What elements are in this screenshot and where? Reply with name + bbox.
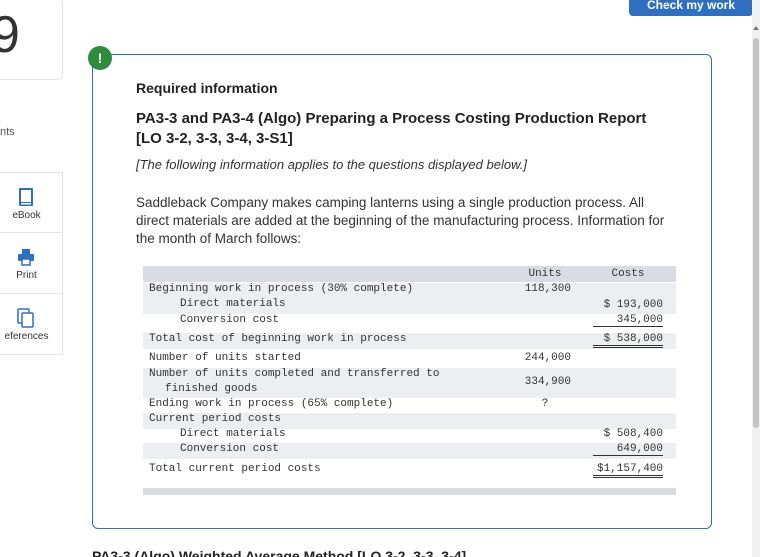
table-row: Direct materials $ 193,000 xyxy=(143,298,676,314)
row-label-continued: finished goods xyxy=(165,383,258,395)
row-label: Number of units started xyxy=(149,352,301,364)
row-units: 118,300 xyxy=(524,283,571,295)
table-row: Current period costs xyxy=(143,413,676,429)
production-data-table: Units Costs Beginning work in process (3… xyxy=(143,266,676,496)
ebook-button[interactable]: eBook xyxy=(0,172,63,233)
row-units: 244,000 xyxy=(524,352,571,364)
table-row: Conversion cost 345,000 xyxy=(143,314,676,330)
scroll-up-arrow-icon[interactable] xyxy=(753,26,759,30)
row-cost: $ 538,000 xyxy=(593,333,663,348)
alert-icon: ! xyxy=(88,46,112,70)
references-label: eferences xyxy=(4,331,49,342)
question-number-box: 9 xyxy=(0,0,63,80)
scrollbar[interactable] xyxy=(752,0,760,557)
required-info-title: Required information xyxy=(136,80,278,96)
problem-heading: PA3-3 and PA3-4 (Algo) Preparing a Proce… xyxy=(136,110,647,147)
row-label: Total current period costs xyxy=(149,463,321,475)
table-header: Units Costs xyxy=(143,266,676,282)
row-cost: $ 508,400 xyxy=(603,428,663,440)
table-row: Number of units started 244,000 xyxy=(143,352,676,368)
ebook-label: eBook xyxy=(12,210,41,221)
table-row: Number of units completed and transferre… xyxy=(143,368,676,398)
col-header-units: Units xyxy=(528,268,562,280)
row-units: 334,900 xyxy=(524,376,571,388)
scroll-thumb[interactable] xyxy=(753,38,759,428)
row-label: Direct materials xyxy=(180,298,286,310)
row-label: Beginning work in process (30% complete) xyxy=(149,283,414,295)
row-cost: 649,000 xyxy=(593,443,663,456)
row-label: Conversion cost xyxy=(180,314,280,326)
print-label: Print xyxy=(16,270,37,281)
row-units: ? xyxy=(541,398,549,410)
table-row: Total cost of beginning work in process … xyxy=(143,333,676,349)
points-label: nts xyxy=(0,126,15,138)
book-icon xyxy=(19,188,33,206)
table-row: Beginning work in process (30% complete)… xyxy=(143,283,676,299)
row-label: Direct materials xyxy=(180,428,286,440)
row-label: Current period costs xyxy=(149,413,282,425)
col-header-costs: Costs xyxy=(611,268,645,280)
printer-icon xyxy=(18,249,34,266)
row-cost: $1,157,400 xyxy=(593,463,663,478)
info-note: [The following information applies to th… xyxy=(136,157,527,172)
table-row: Total current period costs $1,157,400 xyxy=(143,463,676,479)
check-my-work-button[interactable]: Check my work xyxy=(629,0,753,16)
problem-description: Saddleback Company makes camping lantern… xyxy=(136,195,665,246)
row-label: Number of units completed and transferre… xyxy=(149,368,440,380)
question-number: 9 xyxy=(0,6,20,64)
references-icon xyxy=(17,308,34,328)
table-row: Direct materials $ 508,400 xyxy=(143,428,676,444)
next-section-title: PA3-3 (Algo) Weighted Average Method [LO… xyxy=(92,548,467,557)
table-row: Conversion cost 649,000 xyxy=(143,443,676,459)
table-row: Ending work in process (65% complete) ? xyxy=(143,398,676,414)
row-label: Ending work in process (65% complete) xyxy=(149,398,394,410)
row-label: Total cost of beginning work in process xyxy=(149,333,407,345)
row-label: Conversion cost xyxy=(180,443,280,455)
table-footer xyxy=(143,488,676,495)
side-rail: eBook Print eferences xyxy=(0,172,63,355)
references-button[interactable]: eferences xyxy=(0,294,63,355)
row-cost: $ 193,000 xyxy=(603,299,663,311)
row-cost: 345,000 xyxy=(593,314,663,327)
print-button[interactable]: Print xyxy=(0,233,63,294)
